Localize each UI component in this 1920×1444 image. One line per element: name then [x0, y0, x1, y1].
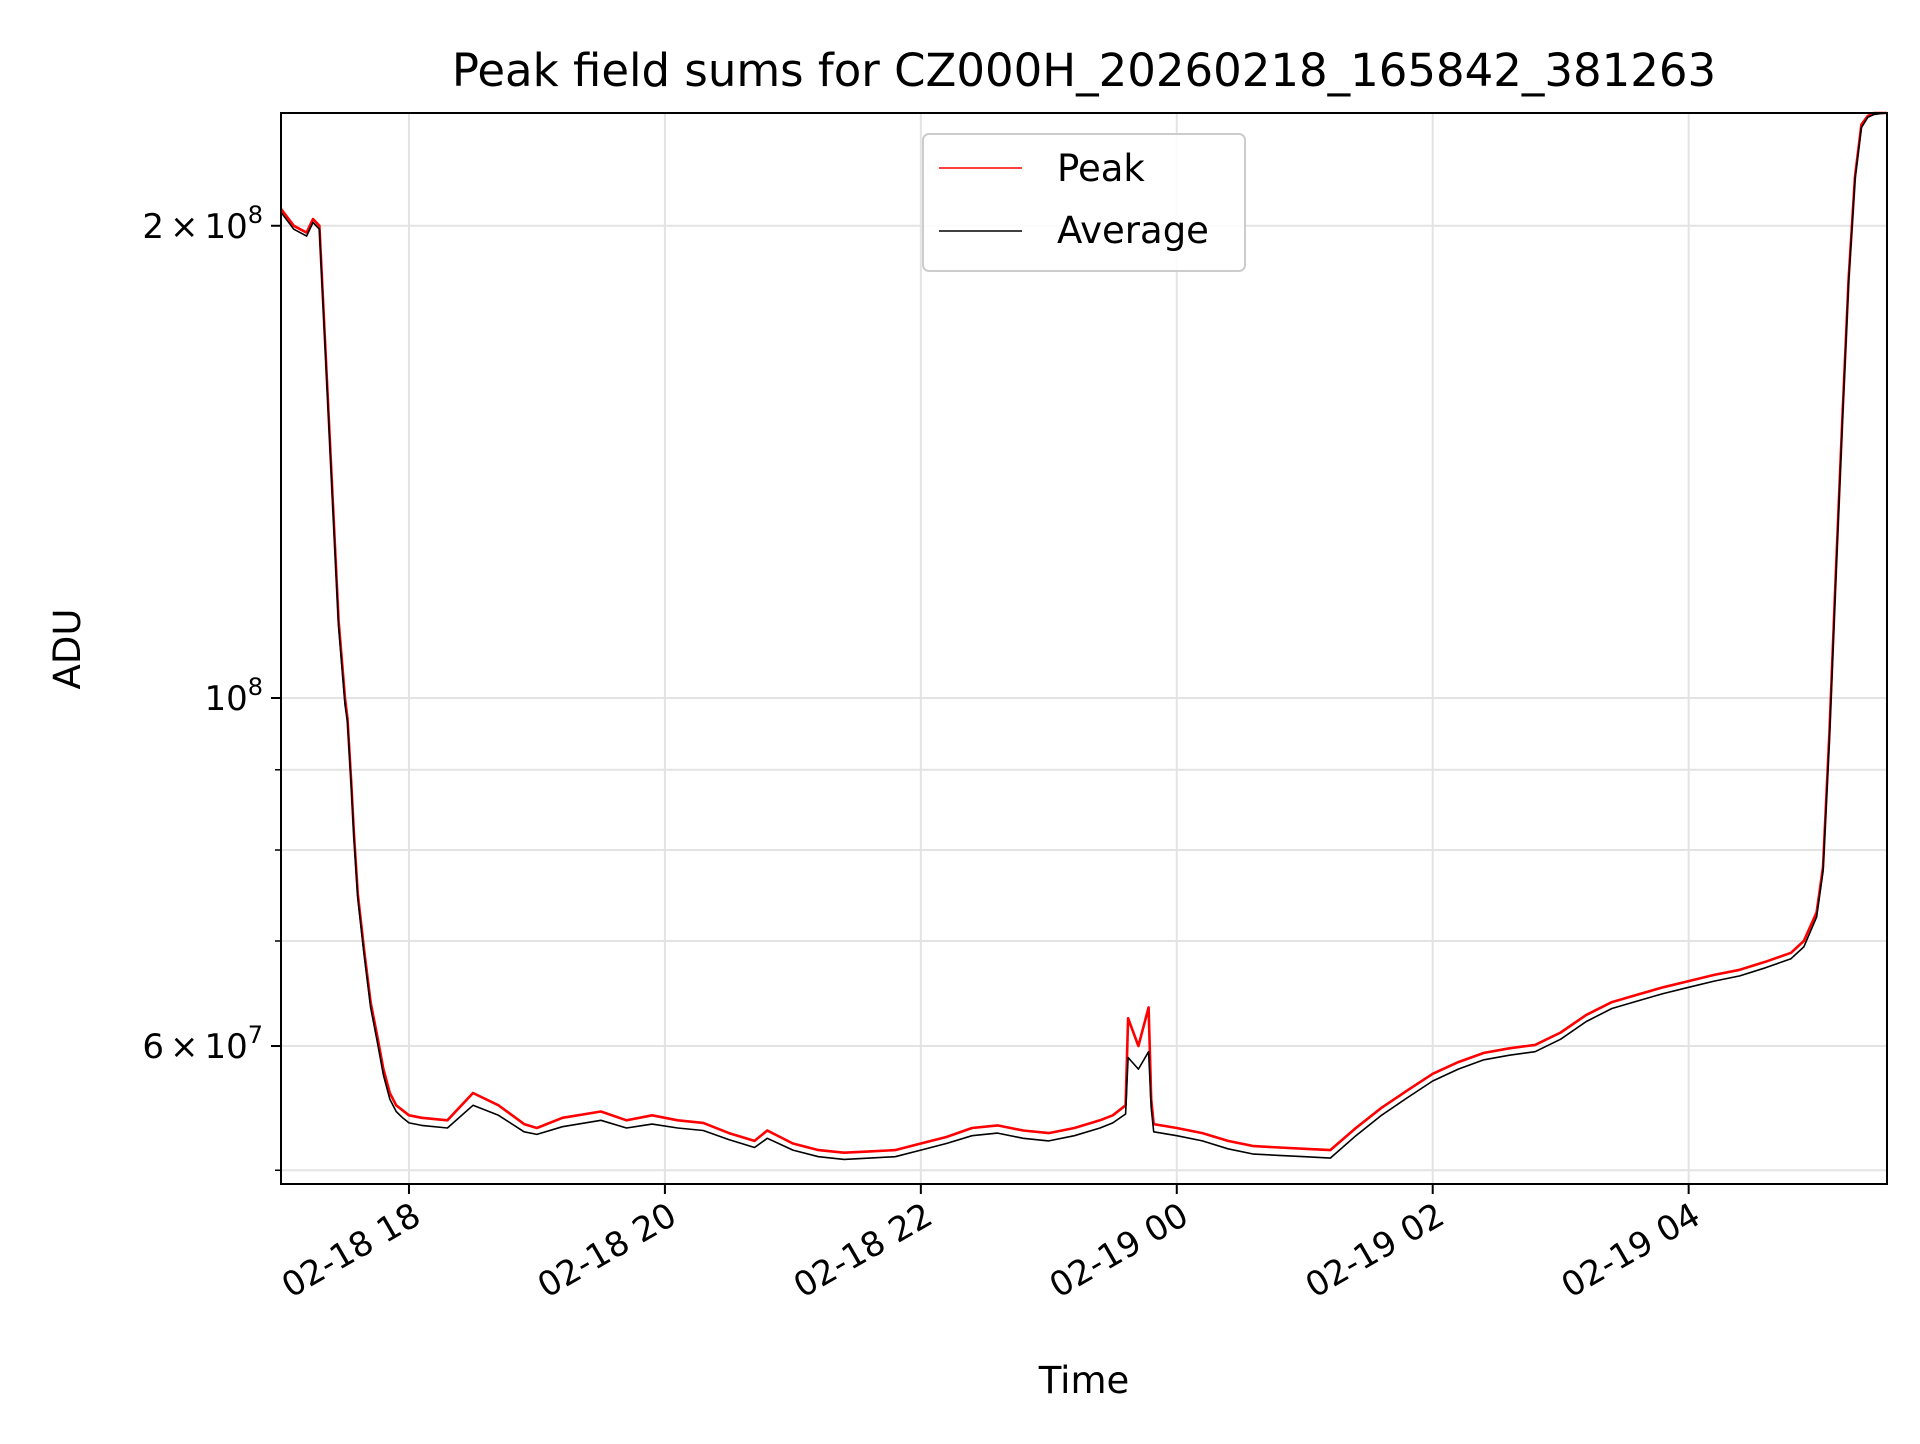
- x-tick-label: 02-18 20: [531, 1195, 683, 1306]
- x-tick-label: 02-19 00: [1043, 1195, 1195, 1306]
- y-tick-exponent: 7: [248, 1021, 263, 1049]
- series-layer: [279, 111, 1888, 1161]
- legend-peak-label: Peak: [1057, 147, 1145, 190]
- y-tick-label: 2 × 108: [142, 201, 263, 247]
- y-tick-base: 10: [204, 207, 247, 247]
- y-tick-mantissa: 2: [142, 207, 164, 247]
- legend-average-label: Average: [1057, 209, 1209, 252]
- grid-layer: [281, 113, 1887, 1184]
- series-line-peak: [279, 111, 1887, 1154]
- y-tick-exponent: 8: [248, 673, 263, 701]
- y-tick-base: 10: [204, 679, 247, 719]
- x-tick-label: 02-19 02: [1299, 1195, 1451, 1306]
- y-tick-times: ×: [170, 1027, 199, 1067]
- y-tick-label: 108: [204, 673, 263, 719]
- y-tick-base: 10: [204, 1027, 247, 1067]
- y-axis-label: ADU: [46, 609, 89, 690]
- chart-title: Peak field sums for CZ000H_20260218_1658…: [452, 44, 1716, 97]
- y-tick-times: ×: [170, 207, 199, 247]
- x-tick-label: 02-18 22: [787, 1195, 939, 1306]
- x-tick-label: 02-19 04: [1555, 1195, 1707, 1306]
- series-line-average: [280, 112, 1888, 1161]
- legend: Peak Average: [922, 133, 1246, 272]
- x-axis-label: Time: [1038, 1359, 1130, 1402]
- x-tick-label: 02-18 18: [275, 1195, 427, 1306]
- plot-frame: [280, 112, 1888, 1185]
- y-tick-label: 6 × 107: [142, 1021, 263, 1067]
- y-tick-mantissa: 6: [142, 1027, 164, 1067]
- y-tick-exponent: 8: [248, 201, 263, 229]
- x-tick-layer: 02-18 18 02-18 20 02-18 22 02-19 00 02-19 02…: [275, 1184, 1707, 1306]
